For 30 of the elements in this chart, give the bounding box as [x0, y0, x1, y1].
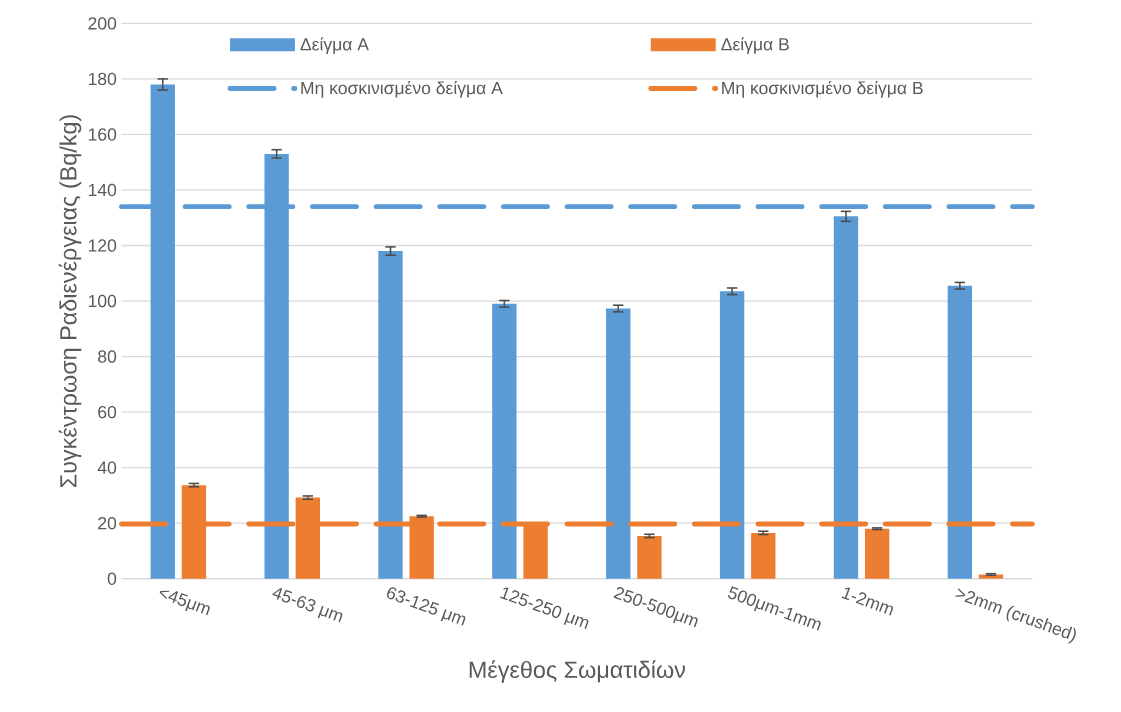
y-axis-title: Συγκέντρωση Ραδιενέργειας (Bq/kg) — [58, 115, 82, 488]
y-tick-label: 0 — [107, 572, 117, 585]
y-tick-label: 60 — [98, 405, 117, 419]
y-tick-label: 80 — [98, 350, 117, 363]
y-tick-label: 100 — [88, 294, 117, 308]
y-tick-label: 40 — [97, 461, 117, 474]
x-tick-label: 63-125 μm — [387, 587, 466, 626]
legend-label: Δείγμα Β — [721, 37, 789, 54]
bar — [378, 250, 403, 579]
legend-label: Μη κοσκινισμένο δείγμα Β — [722, 80, 923, 98]
y-tick-label: 180 — [88, 72, 117, 86]
bar — [637, 535, 662, 579]
x-axis-title: Μέγεθος Σωματιδίων — [469, 660, 686, 683]
y-tick-label: 200 — [88, 17, 117, 30]
legend-label: Μη κοσκινισμένο δείγμα Α — [301, 80, 503, 98]
bar — [751, 532, 776, 579]
bar — [864, 528, 890, 579]
x-tick-label: 45-63 μm — [272, 587, 343, 623]
y-tick-label: 20 — [98, 516, 117, 530]
y-tick-label: 120 — [88, 239, 117, 252]
y-tick-label: 140 — [88, 183, 117, 197]
x-tick-label: 1-2mm — [841, 587, 894, 616]
x-tick-label: <45μm — [159, 590, 210, 616]
legend-label: Δείγμα Α — [300, 37, 369, 54]
bar — [606, 308, 631, 579]
bar — [947, 285, 973, 579]
bar — [833, 216, 859, 579]
bar — [492, 303, 517, 579]
y-tick-label: 160 — [88, 128, 117, 141]
bar — [719, 291, 745, 579]
